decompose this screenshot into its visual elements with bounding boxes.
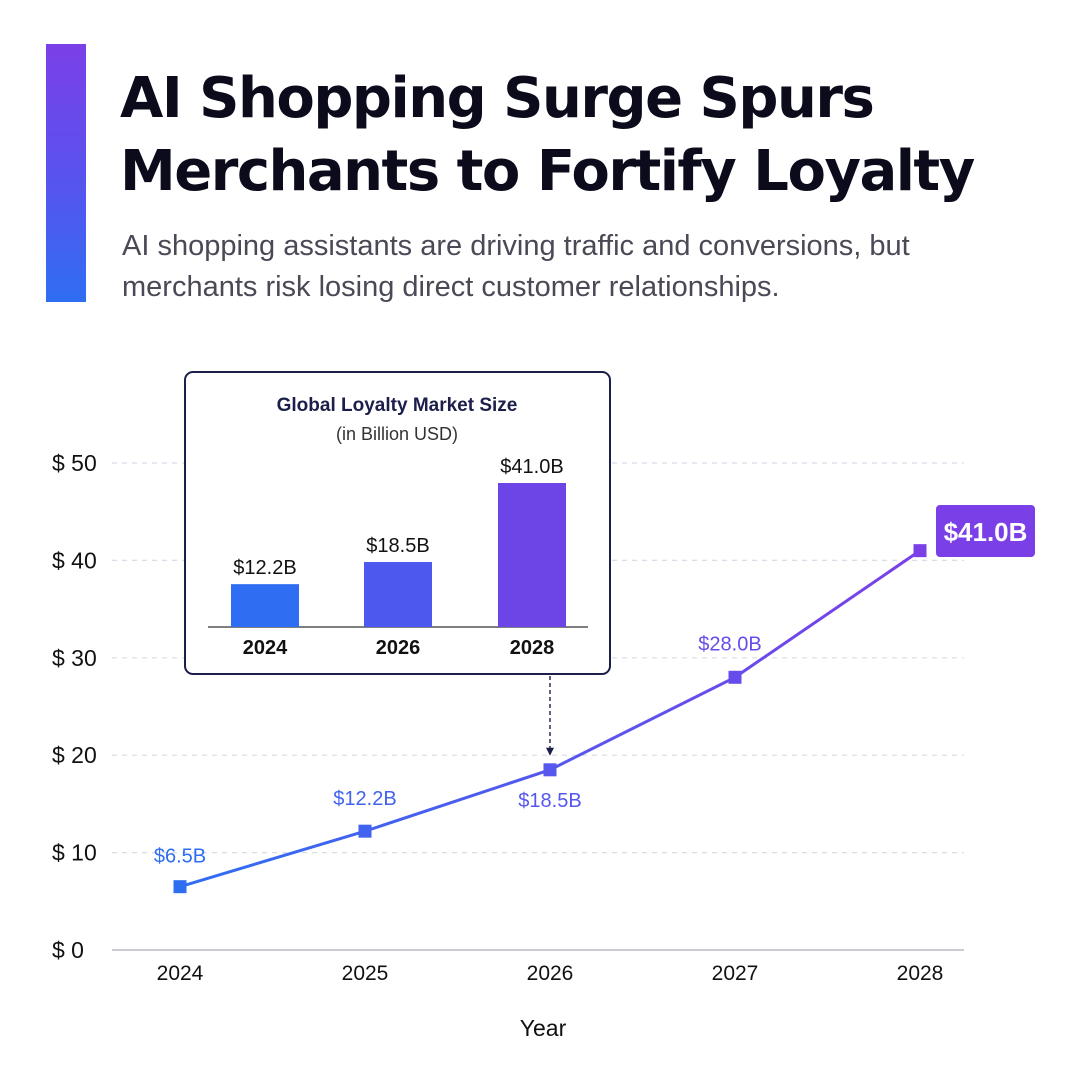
accent-bar xyxy=(46,44,86,302)
y-tick-label: $ 50 xyxy=(52,450,97,476)
inset-bar xyxy=(231,584,299,627)
highlight-callout-badge xyxy=(936,505,1035,557)
data-point xyxy=(728,670,742,684)
page-subtitle: AI shopping assistants are driving traff… xyxy=(122,230,910,303)
data-label: $28.0B xyxy=(698,633,761,655)
data-point xyxy=(543,763,557,777)
inset-bar-value-label: $18.5B xyxy=(366,535,429,557)
data-label: $18.5B xyxy=(518,790,581,812)
inset-subtitle: (in Billion USD) xyxy=(336,424,458,444)
inset-bar-chart: Global Loyalty Market Size (in Billion US… xyxy=(184,371,611,675)
line-series: $6.5B $12.2B $18.5B $28.0B $41.0B xyxy=(154,505,1035,894)
data-point xyxy=(913,544,927,558)
inset-title: Global Loyalty Market Size xyxy=(277,395,518,416)
highlight-callout-label: $41.0B xyxy=(944,517,1028,547)
y-tick-label: $ 10 xyxy=(52,840,97,866)
data-label: $12.2B xyxy=(333,788,396,810)
inset-connector-arrow xyxy=(546,747,554,756)
data-label: $6.5B xyxy=(154,846,206,868)
data-point xyxy=(358,824,372,838)
x-tick-label: 2027 xyxy=(712,962,759,985)
inset-bar-value-label: $12.2B xyxy=(233,557,296,579)
inset-bar-category-label: 2026 xyxy=(376,637,421,659)
inset-bar xyxy=(364,562,432,627)
y-tick-label: $ 30 xyxy=(52,645,97,671)
page-title: AI Shopping Surge Spurs Merchants to For… xyxy=(120,66,975,204)
x-tick-label: 2024 xyxy=(157,962,204,985)
axis-layer: $ 0 $ 10 $ 20 $ 30 $ 40 $ 50 2024 2025 2026 2027 2… xyxy=(52,450,964,1041)
x-axis-title: Year xyxy=(520,1015,567,1041)
inset-bar-value-label: $41.0B xyxy=(500,456,563,478)
inset-bar-category-label: 2024 xyxy=(243,637,288,659)
inset-bar-category-label: 2028 xyxy=(510,637,555,659)
y-tick-label: $ 20 xyxy=(52,742,97,768)
x-tick-label: 2025 xyxy=(342,962,389,985)
data-point xyxy=(173,880,187,894)
inset-bar xyxy=(498,483,566,627)
x-tick-label: 2028 xyxy=(897,962,944,985)
y-tick-label: $ 0 xyxy=(52,937,84,963)
y-tick-label: $ 40 xyxy=(52,547,97,573)
x-tick-label: 2026 xyxy=(527,962,574,985)
